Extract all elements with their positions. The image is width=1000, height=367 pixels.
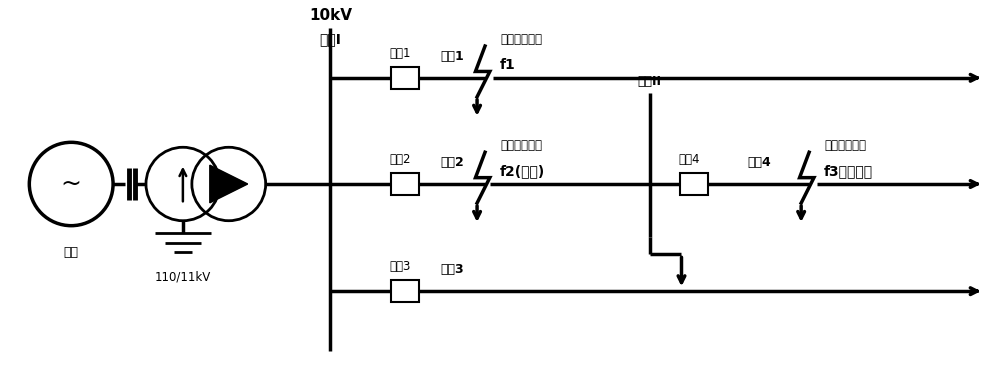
- Text: f1: f1: [500, 58, 516, 72]
- Text: 保扤3: 保扤3: [390, 260, 411, 273]
- Polygon shape: [210, 165, 248, 203]
- Text: 线路4: 线路4: [747, 156, 771, 169]
- Text: 线路3: 线路3: [441, 263, 464, 276]
- Text: 相间短路故障: 相间短路故障: [824, 139, 866, 152]
- Text: 110/11kV: 110/11kV: [155, 270, 211, 283]
- Text: 母线II: 母线II: [638, 75, 662, 88]
- Text: 保扤2: 保扤2: [390, 153, 411, 166]
- Text: 母线I: 母线I: [320, 32, 341, 46]
- Bar: [680, 173, 708, 195]
- Text: 相间短路故障: 相间短路故障: [500, 139, 542, 152]
- Text: 单相接地故障: 单相接地故障: [500, 33, 542, 46]
- Text: 线路2: 线路2: [441, 156, 465, 169]
- Text: f3（区外）: f3（区外）: [824, 164, 873, 178]
- Text: 电源: 电源: [64, 246, 79, 258]
- Text: 保扤4: 保扤4: [679, 153, 700, 166]
- Text: 10kV: 10kV: [309, 8, 352, 23]
- Text: 保扤1: 保扤1: [390, 47, 411, 60]
- Bar: [391, 67, 419, 89]
- Text: 线路1: 线路1: [441, 50, 465, 63]
- Text: ~: ~: [61, 172, 82, 196]
- Bar: [391, 173, 419, 195]
- Bar: [391, 280, 419, 302]
- Text: f2(区内): f2(区内): [500, 164, 545, 178]
